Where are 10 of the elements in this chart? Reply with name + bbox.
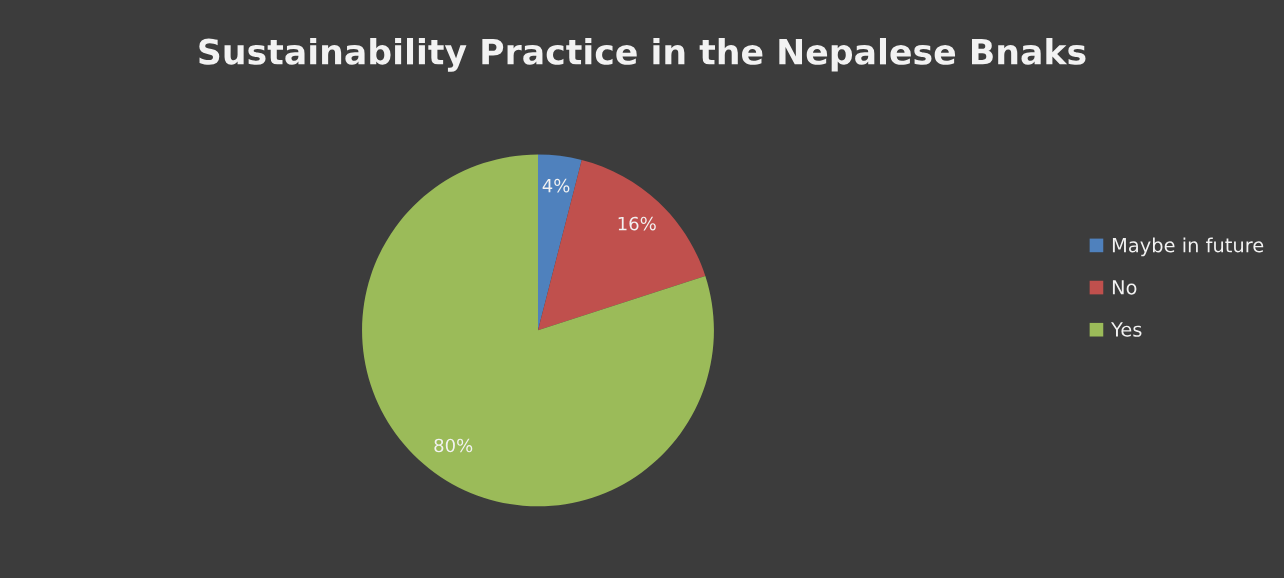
data-label: 80% [434,438,473,453]
chart-title: Sustainability Practice in the Nepalese Bnaks [199,37,1086,72]
legend-label: No [1112,280,1137,295]
pie-slice [362,154,714,507]
pie-slice [538,154,582,331]
legend-label: Yes [1110,322,1142,337]
data-label: 16% [618,216,656,231]
pie-slice [538,159,706,331]
data-label: 4% [542,178,570,193]
legend-label: Maybe in future [1112,237,1264,257]
